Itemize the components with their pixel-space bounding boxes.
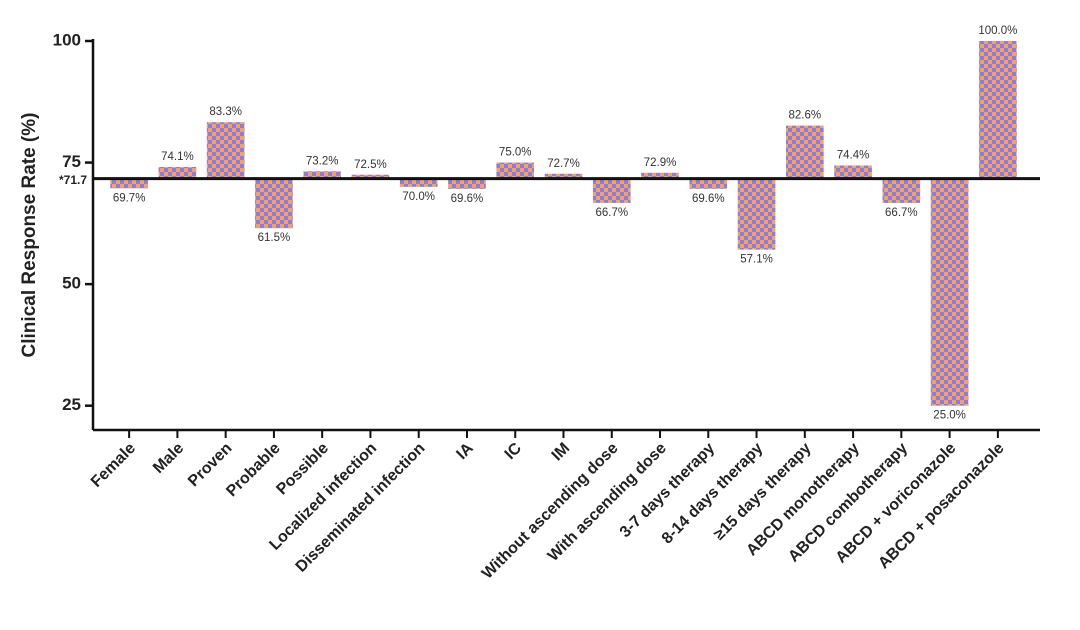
bar xyxy=(351,174,390,179)
value-label: 72.9% xyxy=(644,157,677,169)
value-label: 69.6% xyxy=(451,193,484,205)
value-label: 83.3% xyxy=(209,106,242,118)
bar xyxy=(785,125,824,179)
bar xyxy=(641,172,679,179)
value-label: 100.0% xyxy=(978,25,1017,37)
y-tick-label: 100 xyxy=(53,30,81,49)
value-label: 75.0% xyxy=(499,147,532,159)
bar xyxy=(930,178,969,406)
x-tick-label: Female xyxy=(88,440,139,491)
y-tick-label: 25 xyxy=(62,395,81,414)
bar xyxy=(737,178,776,250)
y-axis-label: Clinical Response Rate (%) xyxy=(19,113,40,358)
value-label: 82.6% xyxy=(789,110,822,122)
value-label: 69.7% xyxy=(113,192,146,204)
value-label: 57.1% xyxy=(740,254,773,266)
bar xyxy=(255,178,293,229)
value-label: 66.7% xyxy=(595,207,628,219)
x-tick-label: IM xyxy=(549,440,574,465)
x-tick-label: Male xyxy=(150,440,187,477)
value-label: 66.7% xyxy=(885,207,918,219)
bar xyxy=(979,41,1017,179)
bar xyxy=(158,166,197,179)
value-label: 69.6% xyxy=(692,193,725,205)
value-label: 74.1% xyxy=(161,151,194,163)
bar xyxy=(592,178,631,203)
x-tick-label: IA xyxy=(453,439,477,463)
bar xyxy=(834,165,872,179)
y-tick-label: 50 xyxy=(62,274,81,293)
y-tick-label: 75 xyxy=(62,152,81,171)
value-label: 72.7% xyxy=(547,158,580,170)
bar xyxy=(689,178,728,189)
bar xyxy=(882,178,921,203)
value-label: 70.0% xyxy=(402,191,435,203)
value-label: 74.4% xyxy=(837,150,870,162)
bar xyxy=(448,178,486,189)
value-label: 61.5% xyxy=(258,232,291,244)
bar xyxy=(110,178,148,189)
value-label: 25.0% xyxy=(933,410,966,422)
bar xyxy=(399,178,438,187)
bar xyxy=(206,122,245,179)
y-tick-label: *71.7 xyxy=(59,173,87,187)
value-label: 73.2% xyxy=(306,155,339,167)
bar xyxy=(544,173,583,179)
bar xyxy=(303,171,342,179)
x-tick-label: IC xyxy=(502,439,526,463)
bar xyxy=(496,162,535,179)
value-label: 72.5% xyxy=(354,159,387,171)
